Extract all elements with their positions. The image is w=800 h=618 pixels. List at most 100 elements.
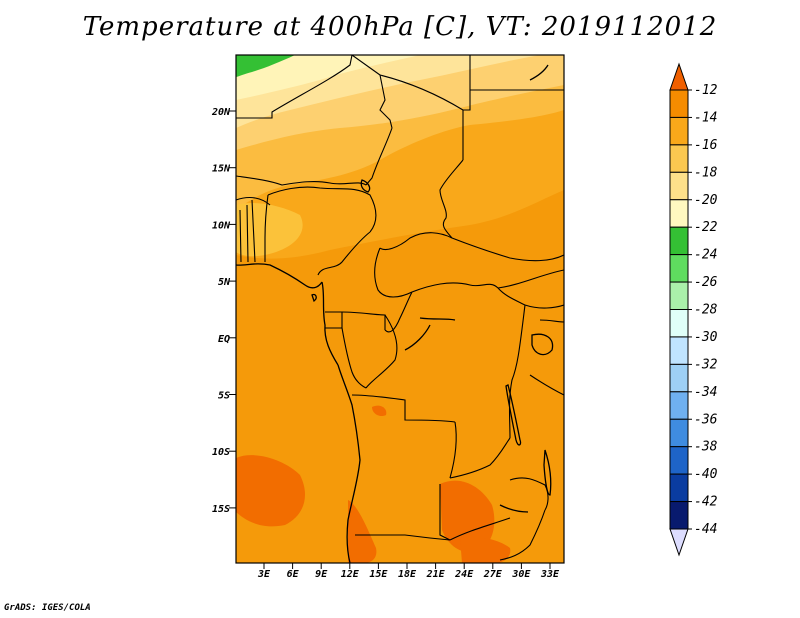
- lake-malawi: [543, 449, 552, 496]
- colorbar-swatch: [669, 446, 689, 475]
- border-cameroon-car: [374, 247, 413, 298]
- longitude-axis: 3E 6E 9E 12E 15E 18E 21E 24E 27E 30E 33E: [257, 563, 560, 580]
- field-band-warm: [236, 190, 564, 563]
- lat-tick-label: 10S: [212, 447, 230, 458]
- lat-tick-label: 15N: [212, 164, 231, 175]
- lat-tick-label: 5S: [218, 391, 230, 402]
- lat-tick-label: 10N: [212, 220, 231, 231]
- border-moz: [499, 509, 546, 561]
- colorbar-swatch: [669, 309, 689, 338]
- border-drc-east: [508, 304, 526, 439]
- border-ssudan-uganda: [524, 304, 564, 309]
- lon-tick-label: 9E: [315, 569, 328, 580]
- lat-tick-label: EQ: [218, 334, 230, 345]
- border-algeria-mali: [236, 55, 353, 119]
- field-warm-patch-bw: [440, 480, 495, 553]
- colorbar-swatch: [669, 89, 689, 118]
- border-drc-car: [384, 291, 413, 333]
- river-congo: [404, 317, 456, 351]
- field-warm-patch-sw: [236, 455, 305, 527]
- colorbar-label: -18: [694, 165, 718, 180]
- border-nigeria-north: [267, 186, 377, 233]
- colorbar-swatch: [669, 116, 689, 146]
- border-drc-angola-east: [449, 421, 457, 479]
- colorbar-swatch: [669, 226, 689, 256]
- border-libya-niger: [351, 55, 393, 129]
- colorbar-swatch: [669, 144, 689, 173]
- lon-tick-label: 3E: [257, 569, 271, 580]
- colorbar-swatch: [669, 281, 689, 310]
- map-frame: [235, 54, 565, 564]
- credit-text: GrADS: IGES/COLA: [4, 603, 91, 613]
- coastlines: [236, 64, 554, 563]
- border-angola-namibia: [355, 534, 451, 541]
- lon-tick-label: 33E: [540, 569, 560, 580]
- lon-tick-label: 6E: [287, 569, 300, 580]
- border-sudan-ssudan: [451, 237, 564, 262]
- lon-tick-label: 15E: [369, 569, 388, 580]
- border-cameroon-congo: [341, 311, 386, 330]
- colorbar-swatch: [669, 391, 689, 420]
- border-drc-angola-north: [351, 394, 456, 423]
- border-libya-egypt: [462, 55, 471, 160]
- coast-gulf-of-guinea: [236, 263, 323, 289]
- border-chad-sudan: [439, 159, 464, 239]
- lake-victoria: [531, 333, 554, 356]
- colorbar-label: -44: [694, 522, 717, 537]
- colorbar-label: -12: [694, 83, 718, 98]
- lon-tick-label: 30E: [511, 569, 531, 580]
- field-band-22: [236, 55, 420, 100]
- border-car-south: [411, 282, 526, 306]
- colorbar-swatch: [669, 501, 689, 530]
- colorbar-swatch: [669, 254, 689, 283]
- border-drc-zambia: [449, 437, 511, 479]
- colorbar-swatch: [669, 171, 689, 201]
- colorbar-label: -24: [694, 248, 717, 263]
- colorbar-bottom-arrow: [669, 528, 689, 557]
- colorbar-label: -20: [694, 193, 718, 208]
- lon-tick-label: 18E: [398, 569, 417, 580]
- chart-title: Temperature at 400hPa [C], VT: 201911201…: [82, 12, 718, 42]
- colorbar-top-arrow: [669, 62, 689, 91]
- country-borders: [236, 55, 564, 561]
- border-zambia-malawi: [509, 477, 549, 511]
- colorbar: -12 -14 -16 -18 -20 -22 -24 -26 -28 -30 -32 -34 -36 -…: [669, 62, 718, 557]
- colorbar-swatch: [669, 363, 689, 393]
- coast-congo-angola: [337, 364, 361, 563]
- field-warm-patch-moz: [460, 537, 511, 563]
- border-mali-niger: [236, 175, 367, 186]
- border-burkina: [236, 196, 271, 206]
- colorbar-label: -38: [694, 440, 718, 455]
- colorbar-label: -32: [694, 357, 718, 372]
- lat-tick-label: 15S: [212, 504, 230, 515]
- field-warm-patch-ang: [372, 405, 387, 417]
- red-sea-coast: [529, 64, 549, 81]
- border-zambia-zim: [449, 517, 511, 541]
- colorbar-label: -30: [694, 330, 718, 345]
- colorbar-label: -14: [694, 110, 717, 125]
- colorbar-swatch: [669, 473, 689, 503]
- colorbar-label: -16: [694, 138, 718, 153]
- border-togo-ghana: [239, 204, 249, 263]
- border-libya-chad: [379, 74, 464, 111]
- lake-tanganyika: [505, 384, 522, 446]
- temperature-field: [236, 55, 564, 563]
- lon-tick-label: 27E: [483, 569, 503, 580]
- colorbar-label: -40: [694, 467, 718, 482]
- colorbar-label: -34: [694, 385, 717, 400]
- lon-tick-label: 21E: [426, 569, 446, 580]
- colorbar-label: -22: [694, 220, 718, 235]
- border-benin: [251, 194, 269, 263]
- border-ssudan-east: [497, 269, 564, 289]
- border-car-sudan: [379, 232, 453, 251]
- lat-tick-label: 5N: [218, 277, 231, 288]
- colorbar-swatch: [669, 199, 689, 228]
- border-niger-chad: [365, 127, 393, 186]
- colorbar-swatch: [669, 418, 689, 448]
- colorbar-label: -36: [694, 412, 718, 427]
- lon-tick-label: 12E: [341, 569, 360, 580]
- border-nigeria-cameroon: [317, 231, 371, 276]
- lake-kariba: [499, 504, 529, 513]
- border-namibia-bw: [439, 484, 451, 541]
